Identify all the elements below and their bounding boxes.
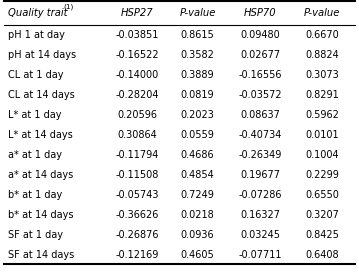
Text: 0.8615: 0.8615	[181, 30, 214, 40]
Text: b* at 1 day: b* at 1 day	[8, 190, 62, 200]
Text: 0.8824: 0.8824	[305, 50, 339, 60]
Text: 0.7249: 0.7249	[181, 190, 214, 200]
Text: -0.11508: -0.11508	[116, 170, 159, 180]
Text: P-value: P-value	[304, 8, 340, 18]
Text: 0.09480: 0.09480	[241, 30, 280, 40]
Text: 0.8291: 0.8291	[305, 90, 339, 100]
Text: P-value: P-value	[179, 8, 216, 18]
Text: 0.16327: 0.16327	[240, 210, 280, 220]
Text: 0.19677: 0.19677	[240, 170, 280, 180]
Text: -0.40734: -0.40734	[239, 130, 282, 140]
Text: -0.07286: -0.07286	[238, 190, 282, 200]
Text: 0.02677: 0.02677	[240, 50, 280, 60]
Text: 0.08637: 0.08637	[240, 110, 280, 120]
Text: -0.03572: -0.03572	[238, 90, 282, 100]
Text: (1): (1)	[64, 4, 74, 10]
Text: 0.3073: 0.3073	[305, 70, 339, 80]
Text: 0.6550: 0.6550	[305, 190, 339, 200]
Text: 0.4605: 0.4605	[181, 249, 214, 259]
Text: SF at 1 day: SF at 1 day	[8, 230, 63, 240]
Text: 0.3889: 0.3889	[181, 70, 214, 80]
Text: 0.0559: 0.0559	[181, 130, 214, 140]
Text: -0.11794: -0.11794	[116, 150, 159, 160]
Text: 0.5962: 0.5962	[305, 110, 339, 120]
Text: 0.2299: 0.2299	[305, 170, 339, 180]
Text: a* at 1 day: a* at 1 day	[8, 150, 62, 160]
Text: a* at 14 days: a* at 14 days	[8, 170, 73, 180]
Text: SF at 14 days: SF at 14 days	[8, 249, 74, 259]
Text: -0.16522: -0.16522	[116, 50, 159, 60]
Text: -0.05743: -0.05743	[116, 190, 159, 200]
Text: L* at 1 day: L* at 1 day	[8, 110, 61, 120]
Text: 0.1004: 0.1004	[306, 150, 339, 160]
Text: 0.0101: 0.0101	[306, 130, 339, 140]
Text: Quality trait: Quality trait	[8, 8, 67, 18]
Text: HSP27: HSP27	[121, 8, 154, 18]
Text: 0.0936: 0.0936	[181, 230, 214, 240]
Text: -0.07711: -0.07711	[238, 249, 282, 259]
Text: pH at 14 days: pH at 14 days	[8, 50, 76, 60]
Text: 0.0218: 0.0218	[181, 210, 214, 220]
Text: -0.03851: -0.03851	[116, 30, 159, 40]
Text: 0.6670: 0.6670	[305, 30, 339, 40]
Text: 0.03245: 0.03245	[240, 230, 280, 240]
Text: -0.28204: -0.28204	[116, 90, 159, 100]
Text: -0.26349: -0.26349	[239, 150, 282, 160]
Text: 0.3207: 0.3207	[305, 210, 339, 220]
Text: HSP70: HSP70	[244, 8, 276, 18]
Text: 0.20596: 0.20596	[117, 110, 157, 120]
Text: -0.12169: -0.12169	[116, 249, 159, 259]
Text: -0.14000: -0.14000	[116, 70, 159, 80]
Text: 0.2023: 0.2023	[181, 110, 214, 120]
Text: b* at 14 days: b* at 14 days	[8, 210, 73, 220]
Text: CL at 14 days: CL at 14 days	[8, 90, 75, 100]
Text: -0.36626: -0.36626	[116, 210, 159, 220]
Text: 0.3582: 0.3582	[181, 50, 214, 60]
Text: 0.8425: 0.8425	[305, 230, 339, 240]
Text: 0.4686: 0.4686	[181, 150, 214, 160]
Text: L* at 14 days: L* at 14 days	[8, 130, 73, 140]
Text: -0.26876: -0.26876	[116, 230, 159, 240]
Text: CL at 1 day: CL at 1 day	[8, 70, 64, 80]
Text: -0.16556: -0.16556	[238, 70, 282, 80]
Text: pH 1 at day: pH 1 at day	[8, 30, 65, 40]
Text: 0.6408: 0.6408	[306, 249, 339, 259]
Text: 0.30864: 0.30864	[117, 130, 157, 140]
Text: 0.0819: 0.0819	[181, 90, 214, 100]
Text: 0.4854: 0.4854	[181, 170, 214, 180]
